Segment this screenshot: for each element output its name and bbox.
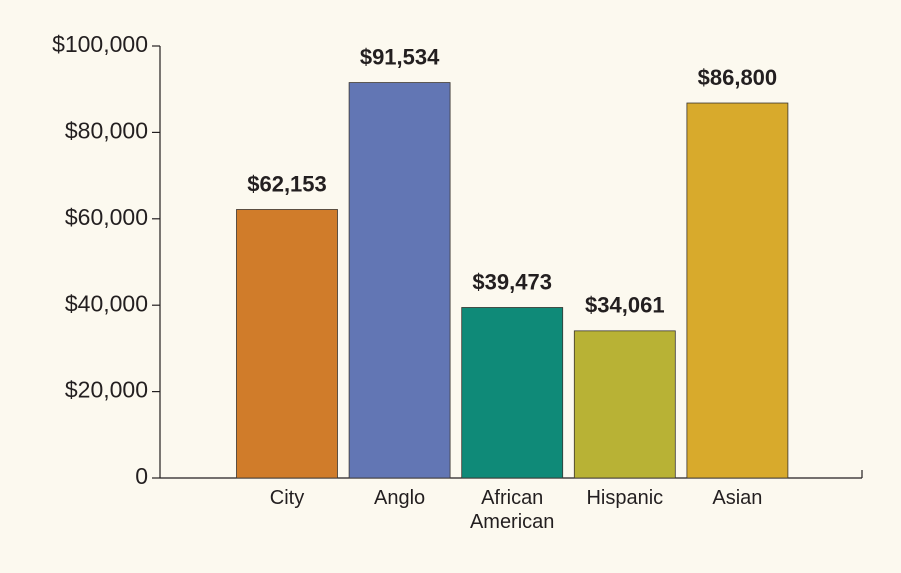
y-tick-label: $40,000 [65, 290, 148, 316]
value-label: $34,061 [585, 293, 665, 318]
x-tick-label: Anglo [374, 487, 426, 509]
y-tick-label: $20,000 [65, 377, 148, 403]
x-tick-label: Hispanic [586, 487, 664, 509]
value-label: $86,800 [698, 65, 778, 90]
bar [573, 330, 676, 479]
y-tick-label: 0 [135, 463, 148, 489]
x-tick-label: Asian [712, 487, 763, 509]
value-label: $62,153 [247, 171, 327, 196]
y-tick-label: $80,000 [65, 117, 148, 143]
y-tick-label: $60,000 [65, 204, 148, 230]
bar [461, 307, 564, 479]
x-tick-label: City [269, 487, 305, 509]
bar [686, 102, 789, 479]
bar [348, 82, 451, 479]
value-label: $39,473 [472, 269, 552, 294]
value-label: $91,534 [360, 44, 440, 69]
bar [236, 209, 338, 479]
y-tick-label: $100,000 [52, 31, 148, 57]
x-tick-label: African American [469, 487, 555, 533]
